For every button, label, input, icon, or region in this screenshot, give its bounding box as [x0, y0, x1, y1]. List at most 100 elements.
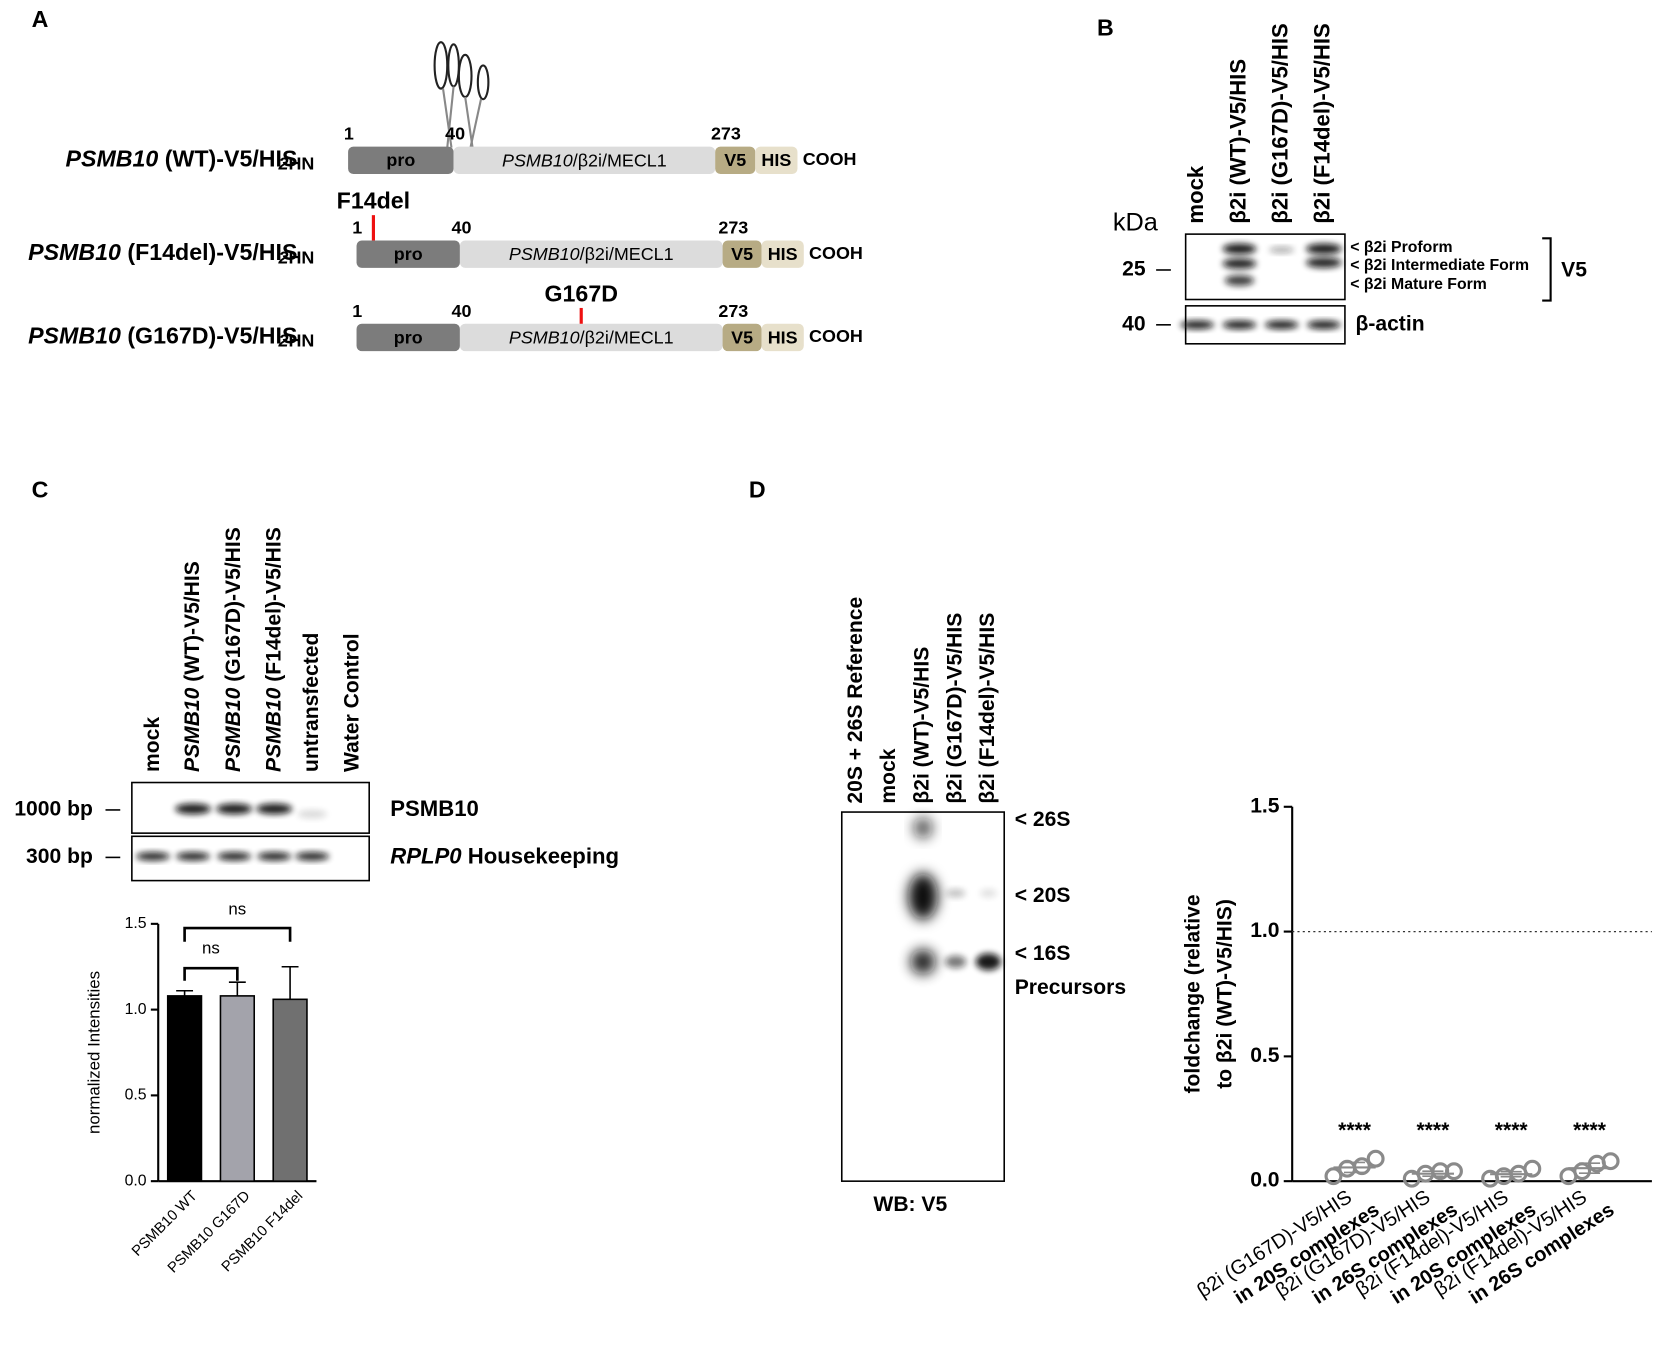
- data-point: [1445, 1162, 1463, 1181]
- domain-segment: [459, 240, 723, 268]
- text-part: (WT)-V5/HIS: [158, 145, 297, 171]
- blot-band: [1222, 243, 1257, 255]
- annotation: ****: [1416, 1119, 1450, 1142]
- lane-label: untransfected: [300, 633, 323, 772]
- blot-band: [216, 803, 253, 815]
- segment-label: PSMB10/β2i/MECL1: [509, 327, 674, 347]
- text-part: HN: [288, 247, 314, 267]
- lane-label: PSMB10 (WT)-V5/HIS: [181, 561, 204, 772]
- blot-frame: [131, 835, 370, 882]
- text-part: PSMB10: [222, 687, 245, 772]
- c-terminus: COOH: [803, 149, 857, 169]
- domain-segment: [348, 146, 454, 175]
- blot-band: [295, 852, 330, 861]
- lane-label: β2i (F14del)-V5/HIS: [976, 613, 999, 804]
- blot-band: [913, 817, 933, 839]
- blot-band: [297, 809, 328, 819]
- text-part: RPLP0: [390, 843, 462, 868]
- target-label: PSMB10: [390, 796, 479, 821]
- band-label: < β2i Proform: [1350, 239, 1452, 256]
- marker-label: 300 bp: [26, 845, 93, 868]
- blot-band: [257, 852, 292, 861]
- marker-label: 25: [1122, 258, 1146, 281]
- y-tick-label: 1.5: [125, 915, 147, 932]
- lane-label: β2i (G167D)-V5/HIS: [943, 613, 966, 804]
- n-terminus: 2HN: [277, 247, 314, 267]
- scissors-icon: [433, 41, 490, 148]
- domain-segment: [755, 146, 798, 175]
- domain-segment: [722, 240, 762, 268]
- blot-band: [256, 803, 293, 815]
- panel-label: C: [32, 477, 49, 503]
- blot-band: [1305, 243, 1342, 255]
- lane-label: PSMB10 (G167D)-V5/HIS: [222, 527, 245, 772]
- domain-segment: [715, 146, 756, 175]
- error-bar: [1422, 1170, 1444, 1177]
- annotation: ****: [1573, 1119, 1607, 1142]
- construct-name: PSMB10 (G167D)-V5/HIS: [28, 323, 297, 349]
- residue-position: 40: [451, 301, 471, 321]
- c-terminus: COOH: [809, 243, 863, 263]
- text-part: 2: [277, 330, 288, 350]
- n-terminus: 2HN: [277, 153, 314, 173]
- data-point: [1366, 1149, 1385, 1168]
- lane-label: β2i (WT)-V5/HIS: [911, 647, 934, 804]
- domain-segment: [453, 146, 716, 175]
- lane-label: mock: [141, 717, 164, 772]
- n-terminus: 2HN: [277, 330, 314, 350]
- lane-label: Water Control: [340, 633, 363, 772]
- blot-band: [1180, 320, 1215, 330]
- annotation: ns: [228, 900, 246, 919]
- blot-band: [975, 953, 1002, 971]
- y-tick-label: 1.0: [125, 1001, 147, 1018]
- panel-label: D: [749, 477, 766, 503]
- segment-label: HIS: [768, 327, 798, 347]
- mutation-label: G167D: [544, 280, 617, 306]
- segment-label: PSMB10/β2i/MECL1: [509, 244, 674, 264]
- segment-label: pro: [394, 327, 423, 347]
- construct-name: PSMB10 (F14del)-V5/HIS: [28, 239, 297, 265]
- y-tick-label: 0.5: [125, 1087, 147, 1104]
- error-bar: [1344, 1161, 1366, 1174]
- y-axis-label: foldchange (relative: [1182, 894, 1205, 1093]
- significance-bracket: [183, 926, 292, 942]
- target-label: RPLP0 Housekeeping: [390, 843, 619, 868]
- residue-position: 1: [352, 218, 362, 238]
- marker-label: < 20S: [1015, 884, 1071, 907]
- domain-segment: [459, 323, 723, 352]
- data-point: [1573, 1162, 1592, 1181]
- text-part: Housekeeping: [462, 843, 619, 868]
- residue-position: 273: [718, 301, 748, 321]
- text-part: PSMB10: [509, 327, 580, 347]
- domain-segment: [722, 323, 762, 352]
- annotation: ****: [1338, 1119, 1372, 1142]
- marker-label: < 16S: [1015, 942, 1071, 965]
- residue-position: 273: [711, 124, 741, 144]
- text-part: /β2i/MECL1: [580, 244, 674, 264]
- text-part: (G167D)-V5/HIS: [121, 323, 298, 349]
- blot-band: [1222, 258, 1257, 269]
- text-part: PSMB10: [262, 687, 285, 772]
- bar: [272, 998, 308, 1182]
- unit-label: kDa: [1113, 208, 1159, 236]
- panel-label: A: [32, 6, 49, 32]
- text-part: (G167D)-V5/HIS: [222, 527, 245, 687]
- residue-position: 40: [445, 124, 465, 144]
- text-part: /β2i/MECL1: [573, 150, 667, 170]
- residue-position: 273: [718, 218, 748, 238]
- y-tick-label: 0.5: [1250, 1044, 1280, 1067]
- lane-label: β2i (WT)-V5/HIS: [1225, 59, 1250, 224]
- c-terminus: COOH: [809, 326, 863, 346]
- construct-name: PSMB10 (WT)-V5/HIS: [66, 145, 298, 171]
- text-part: PSMB10: [502, 150, 573, 170]
- segment-label: pro: [386, 150, 415, 170]
- error-bar: [228, 981, 246, 996]
- text-part: (F14del)-V5/HIS: [262, 527, 285, 687]
- significance-bracket: [183, 966, 239, 981]
- antibody-label: V5: [1561, 259, 1587, 282]
- text-part: HN: [288, 153, 314, 173]
- blot-band: [1268, 246, 1295, 254]
- bar: [166, 995, 203, 1182]
- lane-label: β2i (F14del)-V5/HIS: [1310, 23, 1335, 223]
- band-label: < β2i Intermediate Form: [1350, 257, 1529, 274]
